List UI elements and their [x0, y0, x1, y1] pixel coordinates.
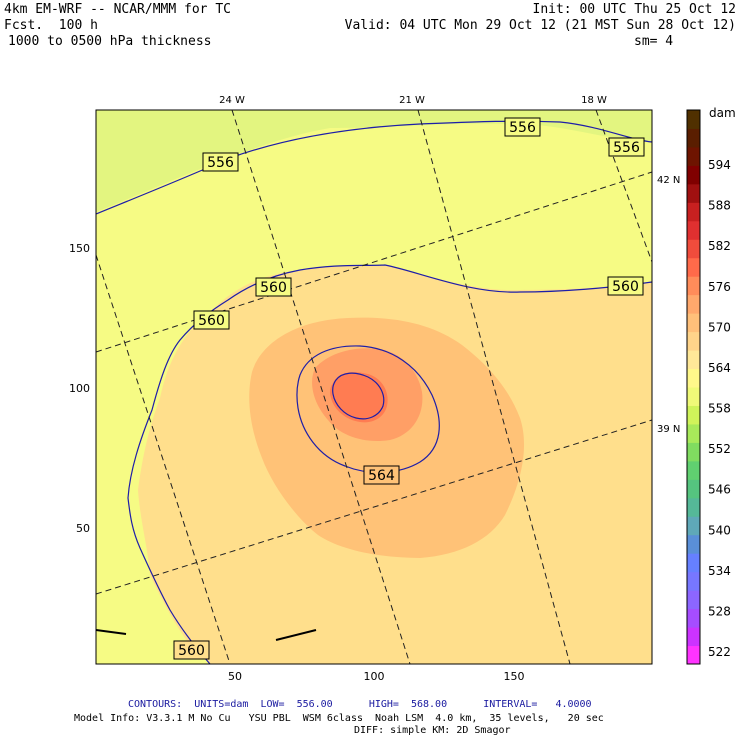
colorbar-label: 540 — [708, 523, 731, 537]
colorbar-swatch — [687, 294, 700, 314]
colorbar-swatch — [687, 110, 700, 129]
meridian-27w — [96, 254, 231, 664]
colorbar-swatch — [687, 460, 700, 480]
diffusion-info: DIFF: simple KM: 2D Smagor — [354, 725, 511, 736]
colorbar-swatch — [687, 146, 700, 166]
contour-label: 556 — [509, 120, 536, 136]
colorbar-unit: dam — [709, 106, 736, 120]
meridian-21w — [417, 110, 571, 664]
colorbar-swatch — [687, 276, 700, 296]
colorbar-swatch — [687, 553, 700, 573]
colorbar-labels: 594 588 582 576 570 564 558 552 546 540 534 528 522 — [708, 158, 731, 659]
colorbar-label: 582 — [708, 239, 731, 253]
colorbar-label: 594 — [708, 158, 731, 172]
colorbar-swatch — [687, 128, 700, 148]
colorbar-label: 534 — [708, 564, 731, 578]
init-time: Init: 00 UTC Thu 25 Oct 12 — [532, 2, 737, 17]
colorbar-swatch — [687, 239, 700, 259]
colorbar-swatch — [687, 257, 700, 277]
colorbar-swatch — [687, 645, 700, 665]
valid-time: Valid: 04 UTC Mon 29 Oct 12 (21 MST Sun … — [344, 18, 736, 33]
lon-labels: 24 W 21 W 18 W — [219, 95, 607, 106]
lat-label: 39 N — [657, 424, 680, 435]
parallel-39n — [96, 419, 652, 595]
contour-label: 560 — [260, 280, 287, 296]
lon-label: 24 W — [219, 95, 245, 106]
meridian-24w — [231, 110, 411, 664]
colorbar-swatch — [687, 442, 700, 462]
x-tick-label: 50 — [228, 670, 242, 683]
model-title: 4km EM-WRF -- NCAR/MMM for TC — [4, 2, 231, 17]
colorbar-label: 522 — [708, 645, 731, 659]
contour-568 — [332, 372, 385, 420]
contour-label: 564 — [368, 468, 395, 484]
thickness-fill-570-572 — [329, 372, 388, 423]
colorbar-swatch — [687, 387, 700, 406]
map-plot-area: 556 556 556 560 560 560 560 564 — [96, 110, 652, 664]
colorbar-swatch — [687, 516, 700, 536]
lon-label: 21 W — [399, 95, 425, 106]
colorbar-label: 558 — [708, 402, 731, 416]
colorbar-swatch — [687, 331, 700, 351]
colorbar-swatch — [687, 350, 700, 370]
contour-info: CONTOURS: UNITS=dam LOW= 556.00 HIGH= 56… — [128, 699, 592, 710]
y-tick-label: 100 — [69, 382, 90, 395]
model-info: Model Info: V3.3.1 M No Cu YSU PBL WSM 6… — [74, 713, 604, 724]
colorbar-swatch — [687, 313, 700, 333]
x-tick-label: 100 — [364, 670, 385, 683]
y-tick-label: 150 — [69, 242, 90, 255]
x-tick-label: 150 — [504, 670, 525, 683]
colorbar-frame — [686, 109, 701, 665]
colorbar-label: 576 — [708, 280, 731, 294]
y-tick-label: 50 — [76, 522, 90, 535]
colorbar-swatch — [687, 497, 700, 517]
colorbar-label: 588 — [708, 199, 731, 213]
colorbar-swatch — [687, 368, 700, 388]
colorbar-swatch — [687, 202, 700, 222]
lat-label: 42 N — [657, 175, 680, 186]
colorbar-label: 570 — [708, 320, 731, 334]
contour-label: 560 — [178, 643, 205, 659]
colorbar-swatch — [687, 220, 700, 240]
colorbar-swatch — [687, 165, 700, 185]
colorbar-swatch — [687, 627, 700, 647]
lon-label: 18 W — [581, 95, 607, 106]
colorbar-label: 552 — [708, 442, 731, 456]
field-name: 1000 to 0500 hPa thickness — [8, 34, 212, 49]
colorbar-swatch — [687, 479, 700, 499]
colorbar-swatch — [687, 608, 700, 628]
plot-frame — [95, 109, 653, 665]
colorbar-swatch — [687, 423, 700, 443]
graticule — [96, 110, 652, 664]
contour-label: 560 — [612, 279, 639, 295]
lat-labels: 42 N 39 N — [657, 175, 680, 435]
colorbar-swatch — [687, 183, 700, 203]
coastline-segment — [275, 629, 317, 641]
colorbar-label: 528 — [708, 604, 731, 618]
thickness-fill-552-556 — [96, 110, 652, 212]
x-ticks: 50 100 150 — [228, 670, 525, 683]
meridian-18w — [595, 110, 652, 263]
contour-556 — [96, 120, 652, 215]
colorbar-label: 546 — [708, 483, 731, 497]
colorbar-swatch — [687, 590, 700, 610]
parallel-42n — [96, 171, 652, 353]
contour-label: 556 — [207, 155, 234, 171]
contour-label: 556 — [613, 140, 640, 156]
colorbar — [686, 109, 701, 665]
forecast-hour: Fcst. 100 h — [4, 18, 98, 33]
coastline-segment — [96, 629, 127, 635]
colorbar-label: 564 — [708, 361, 731, 375]
smoothing-label: sm= 4 — [634, 34, 674, 49]
contour-label: 560 — [198, 313, 225, 329]
colorbar-swatch — [687, 405, 700, 425]
colorbar-swatch — [687, 571, 700, 591]
contour-labels: 556 556 556 560 560 560 560 564 — [173, 117, 645, 660]
contour-564 — [296, 345, 440, 473]
colorbar-swatch — [687, 534, 700, 554]
y-ticks: 150 100 50 — [69, 242, 90, 535]
